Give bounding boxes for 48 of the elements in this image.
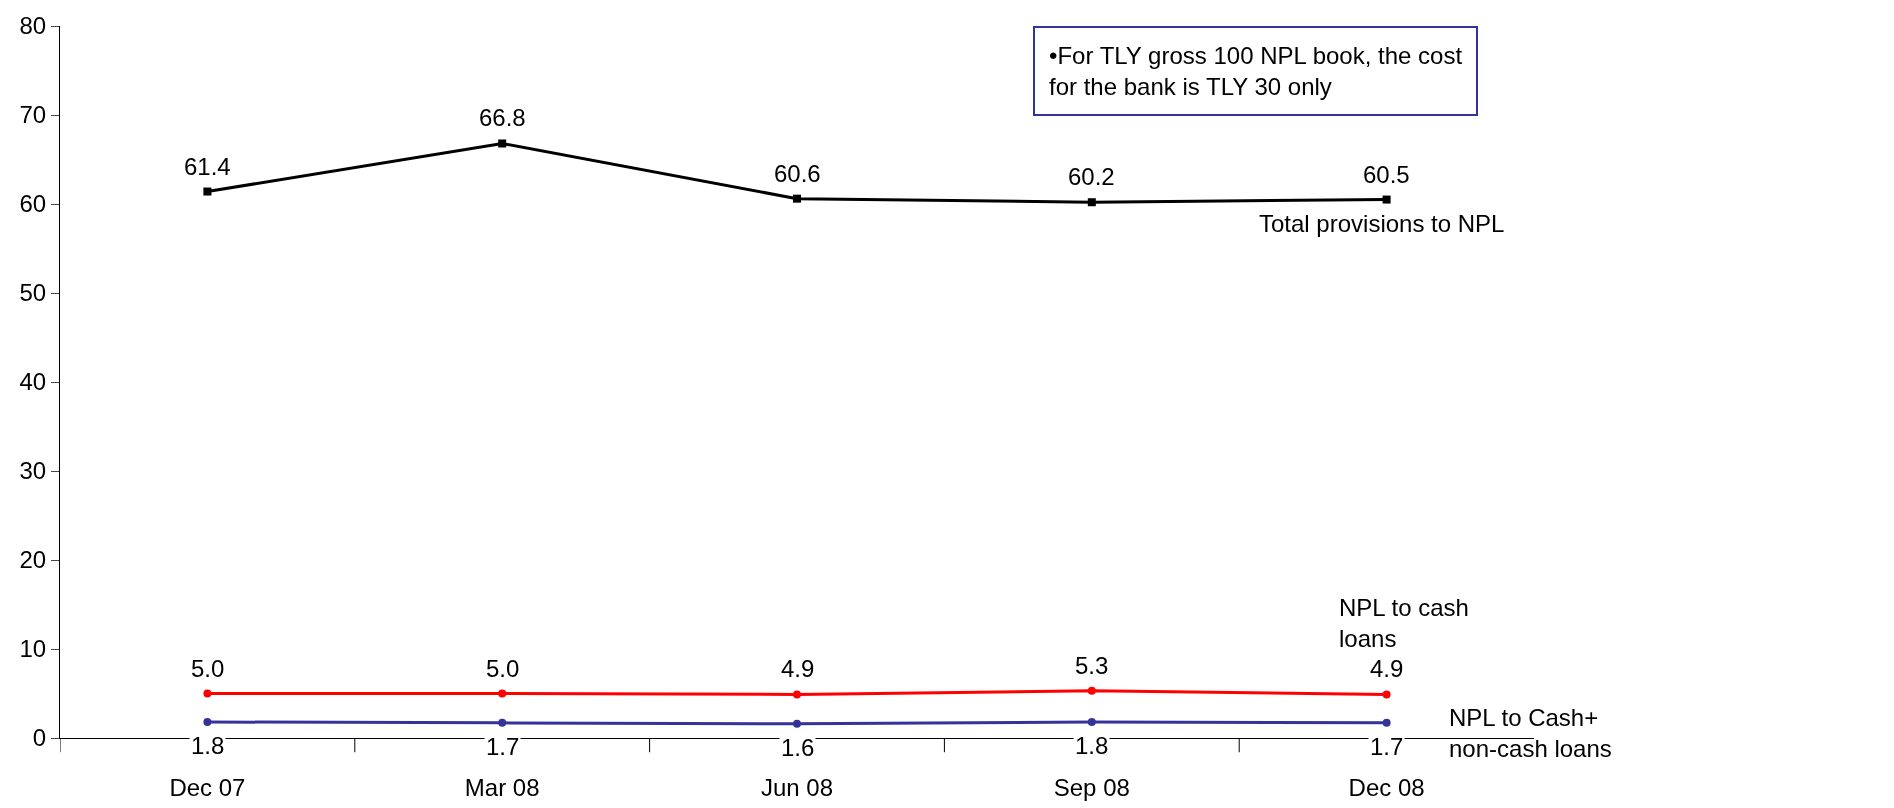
- point: [1382, 690, 1391, 699]
- x-tick-label: Dec 07: [169, 773, 246, 801]
- data-label: 60.5: [1363, 161, 1410, 188]
- point: [203, 717, 212, 726]
- y-tick-label: 30: [19, 457, 47, 485]
- text: NPL to Cash+ non-cash loans: [1449, 704, 1612, 763]
- y-tick-label: 20: [19, 546, 47, 574]
- data-label: 4.9: [781, 655, 815, 682]
- data-label: 1.7: [486, 733, 520, 760]
- data-label: 1.6: [781, 734, 815, 761]
- data-label: 4.9: [1370, 655, 1404, 682]
- data-label: 5.0: [191, 655, 225, 682]
- point: [793, 194, 801, 203]
- data-label: 1.8: [1075, 732, 1109, 759]
- x-tick-label: Sep 08: [1053, 773, 1130, 801]
- data-label: 66.8: [479, 104, 526, 131]
- y-tick-label: 60: [19, 190, 47, 218]
- point: [1382, 718, 1391, 727]
- y-tick-label: 10: [19, 635, 47, 663]
- data-label: 60.2: [1068, 163, 1115, 190]
- point: [498, 139, 507, 148]
- data-label: 61.4: [184, 153, 231, 180]
- y-tick-label: 70: [19, 101, 47, 129]
- y-tick-label: 50: [19, 279, 47, 307]
- data-label: 60.6: [774, 160, 821, 187]
- x-tick-label: Dec 08: [1348, 773, 1425, 801]
- x-tick-label: Jun 08: [760, 773, 834, 801]
- x-tick-label: Mar 08: [464, 773, 540, 801]
- point: [793, 690, 801, 699]
- data-label: 5.0: [486, 655, 520, 682]
- point: [1087, 198, 1096, 207]
- data-label: 1.7: [1370, 733, 1404, 760]
- point: [1087, 717, 1096, 726]
- y-tick-label: 80: [19, 12, 47, 40]
- data-label: 5.3: [1075, 652, 1109, 679]
- point: [203, 689, 212, 698]
- point: [498, 718, 507, 727]
- point: [1382, 195, 1391, 204]
- series-label: Total provisions to NPL: [1259, 210, 1505, 237]
- point: [203, 187, 212, 196]
- data-label: 1.8: [191, 732, 225, 759]
- annotation: •For TLY gross 100 NPL book, the cost for the bank is TLY 30 only: [1049, 42, 1463, 101]
- point: [793, 719, 801, 728]
- point: [1087, 686, 1096, 695]
- series-label: NPL to cash loans: [1339, 594, 1469, 653]
- point: [498, 689, 507, 698]
- y-tick-label: 40: [19, 368, 47, 396]
- y-tick-label: 0: [32, 724, 47, 752]
